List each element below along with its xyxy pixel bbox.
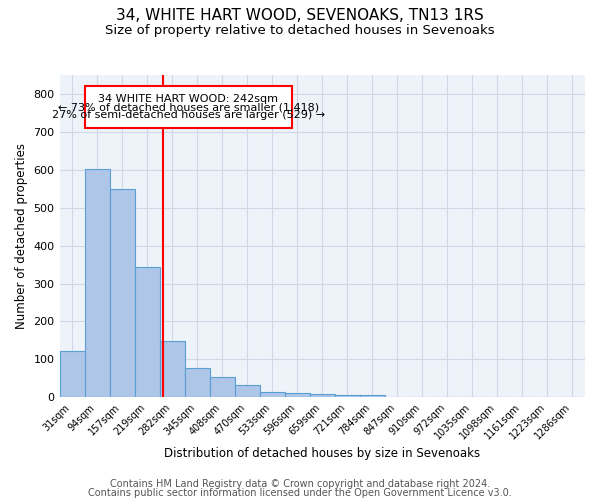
Bar	[260, 392, 285, 398]
Bar	[134, 266, 160, 398]
FancyBboxPatch shape	[85, 86, 292, 128]
Text: ← 73% of detached houses are smaller (1,418): ← 73% of detached houses are smaller (1,…	[58, 102, 319, 113]
Bar	[59, 351, 85, 398]
Bar	[185, 368, 209, 398]
Bar	[160, 341, 185, 398]
Text: Contains public sector information licensed under the Open Government Licence v3: Contains public sector information licen…	[88, 488, 512, 498]
X-axis label: Distribution of detached houses by size in Sevenoaks: Distribution of detached houses by size …	[164, 447, 481, 460]
Bar	[110, 189, 134, 398]
Text: 34 WHITE HART WOOD: 242sqm: 34 WHITE HART WOOD: 242sqm	[98, 94, 278, 104]
Bar	[310, 394, 335, 398]
Bar	[209, 377, 235, 398]
Bar	[235, 385, 260, 398]
Bar	[85, 169, 110, 398]
Bar	[360, 394, 385, 398]
Text: Size of property relative to detached houses in Sevenoaks: Size of property relative to detached ho…	[105, 24, 495, 37]
Text: 34, WHITE HART WOOD, SEVENOAKS, TN13 1RS: 34, WHITE HART WOOD, SEVENOAKS, TN13 1RS	[116, 8, 484, 22]
Bar	[285, 393, 310, 398]
Y-axis label: Number of detached properties: Number of detached properties	[15, 143, 28, 329]
Text: Contains HM Land Registry data © Crown copyright and database right 2024.: Contains HM Land Registry data © Crown c…	[110, 479, 490, 489]
Bar	[335, 396, 360, 398]
Text: 27% of semi-detached houses are larger (529) →: 27% of semi-detached houses are larger (…	[52, 110, 325, 120]
